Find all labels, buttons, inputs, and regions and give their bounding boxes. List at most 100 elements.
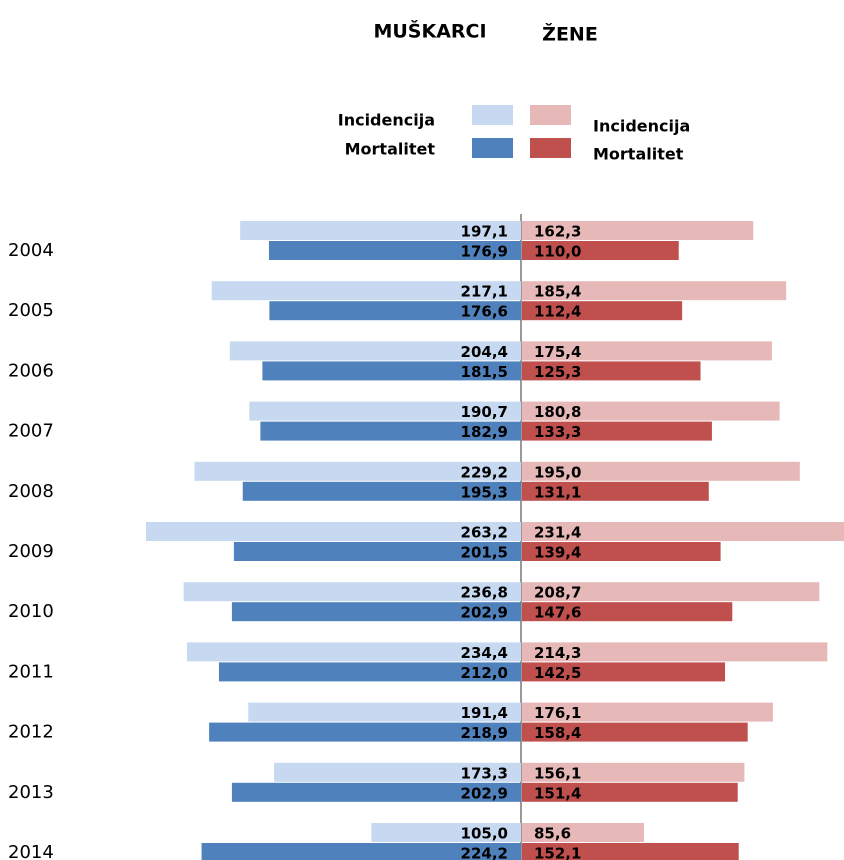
bar (233, 542, 521, 561)
value-label: 156,1 (534, 764, 581, 782)
bar (231, 602, 521, 622)
value-label: 131,1 (534, 483, 581, 501)
year-label: 2014 (8, 842, 54, 860)
value-label: 195,0 (534, 463, 581, 481)
value-label: 190,7 (461, 403, 508, 421)
bar (249, 401, 522, 421)
bar (522, 642, 828, 662)
legend-label: Mortalitet (593, 145, 684, 164)
bar (522, 702, 773, 722)
bar (522, 582, 820, 602)
bar (522, 722, 748, 742)
bar (522, 843, 739, 860)
year-label: 2006 (8, 360, 54, 381)
bar (146, 522, 521, 541)
value-label: 125,3 (534, 363, 581, 381)
bar (262, 361, 521, 381)
value-label: 176,9 (461, 243, 508, 261)
bar (194, 461, 521, 481)
year-label: 2011 (8, 661, 54, 682)
bar (522, 301, 683, 321)
bar (211, 281, 521, 301)
value-label: 175,4 (534, 343, 581, 361)
value-label: 85,6 (534, 825, 571, 843)
group-title: ŽENE (542, 23, 598, 46)
value-label: 147,6 (534, 604, 581, 622)
value-label: 204,4 (461, 343, 508, 361)
value-label: 142,5 (534, 664, 581, 682)
value-label: 229,2 (461, 463, 508, 481)
value-label: 176,1 (534, 704, 581, 722)
value-label: 195,3 (461, 483, 508, 501)
value-label: 182,9 (461, 423, 508, 441)
legend-swatch (530, 105, 571, 125)
value-label: 185,4 (534, 283, 581, 301)
value-label: 234,4 (461, 644, 508, 662)
legend-label: Mortalitet (345, 140, 436, 159)
value-label: 231,4 (534, 524, 581, 542)
legend-swatch (530, 138, 571, 158)
value-label: 181,5 (461, 363, 508, 381)
value-label: 212,0 (461, 664, 508, 682)
legend-swatch (472, 138, 513, 158)
group-title: MUŠKARCI (373, 19, 486, 43)
legend-label: Incidencija (338, 111, 435, 130)
year-label: 2010 (8, 601, 54, 622)
bar (522, 602, 733, 622)
value-label: 218,9 (461, 724, 508, 742)
bar (522, 823, 644, 842)
legend-swatch (472, 105, 513, 125)
year-label: 2012 (8, 722, 54, 743)
bar (229, 341, 521, 361)
value-label: 139,4 (534, 544, 581, 562)
bar (522, 401, 780, 421)
value-label: 173,3 (461, 764, 508, 782)
bar (522, 522, 844, 541)
year-label: 2004 (8, 240, 54, 261)
value-label: 201,5 (461, 544, 508, 562)
bar (187, 642, 521, 662)
bar (522, 281, 787, 301)
value-label: 214,3 (534, 644, 581, 662)
bar (260, 421, 521, 441)
value-label: 112,4 (534, 303, 581, 321)
bar (522, 542, 721, 561)
value-label: 224,2 (461, 845, 508, 860)
year-label: 2013 (8, 782, 54, 803)
bar (183, 582, 521, 602)
bar (522, 361, 701, 381)
year-label: 2008 (8, 481, 54, 502)
bar (268, 241, 521, 260)
bar (269, 301, 521, 321)
value-label: 162,3 (534, 223, 581, 241)
value-label: 197,1 (461, 223, 508, 241)
bar (522, 481, 709, 501)
bar (201, 843, 522, 860)
bar (522, 421, 712, 441)
value-label: 105,0 (461, 825, 508, 843)
bar (231, 782, 521, 802)
value-label: 208,7 (534, 584, 581, 602)
bar (522, 782, 738, 802)
value-label: 263,2 (461, 524, 508, 542)
value-label: 151,4 (534, 784, 581, 802)
value-label: 176,6 (461, 303, 508, 321)
bar (522, 762, 745, 782)
value-label: 202,9 (461, 784, 508, 802)
bar (274, 762, 521, 782)
bar (240, 221, 521, 240)
value-label: 236,8 (461, 584, 508, 602)
bar (371, 823, 521, 842)
year-label: 2005 (8, 300, 54, 321)
value-label: 110,0 (534, 243, 581, 261)
value-label: 133,3 (534, 423, 581, 441)
value-label: 152,1 (534, 845, 581, 860)
year-label: 2009 (8, 541, 54, 562)
bar (522, 341, 772, 361)
bar (522, 662, 726, 682)
bar (522, 461, 800, 481)
bar (522, 221, 754, 240)
bar (242, 481, 522, 501)
bar (522, 241, 679, 260)
